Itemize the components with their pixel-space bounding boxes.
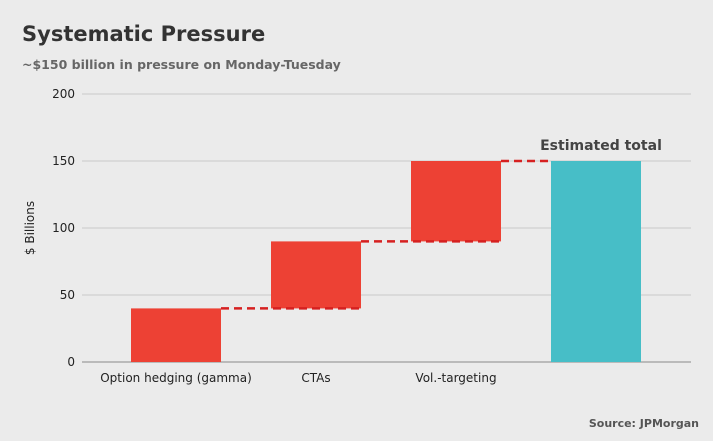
total-bar bbox=[551, 161, 641, 362]
increment-bar bbox=[131, 308, 221, 362]
connectors bbox=[221, 159, 551, 310]
increment-bar bbox=[271, 241, 361, 309]
x-tick-label: Option hedging (gamma) bbox=[100, 371, 252, 385]
estimated-total-annotation: Estimated total bbox=[540, 138, 662, 154]
y-tick-label: 150 bbox=[52, 154, 75, 168]
chart-subtitle: ~$150 billion in pressure on Monday-Tues… bbox=[22, 57, 341, 72]
y-axis-title: $ Billions bbox=[23, 201, 37, 255]
y-tick-label: 100 bbox=[52, 221, 75, 235]
y-tick-label: 50 bbox=[60, 288, 75, 302]
chart-title: Systematic Pressure bbox=[22, 22, 266, 46]
x-tick-label: Vol.-targeting bbox=[415, 371, 496, 385]
x-tick-label: CTAs bbox=[301, 371, 330, 385]
y-tick-label: 0 bbox=[67, 355, 75, 369]
source-note: Source: JPMorgan bbox=[588, 417, 699, 430]
labels: 0 50 100 150 200 $ Billions Option hedging (ga… bbox=[23, 87, 662, 385]
bars bbox=[131, 161, 641, 362]
y-tick-label: 200 bbox=[52, 87, 75, 101]
increment-bar bbox=[411, 161, 501, 242]
